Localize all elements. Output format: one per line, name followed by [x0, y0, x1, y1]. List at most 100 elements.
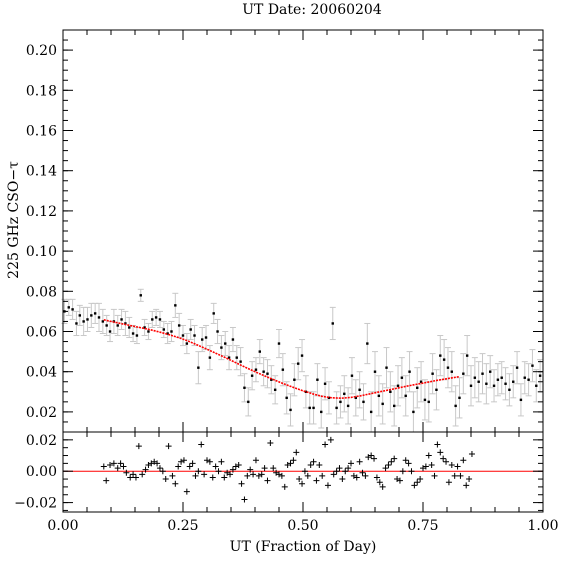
- data-point: [327, 396, 331, 400]
- data-point: [350, 374, 354, 377]
- data-point: [108, 330, 112, 333]
- data-point: [75, 322, 78, 325]
- residual-point: [322, 441, 329, 448]
- fit-curve: [103, 319, 460, 400]
- residual-point: [189, 460, 196, 467]
- residual-point: [379, 483, 386, 490]
- residual-point: [232, 463, 239, 470]
- data-point: [189, 328, 192, 331]
- residual-point: [310, 458, 317, 465]
- data-point: [412, 410, 415, 414]
- top-fit: [103, 319, 460, 400]
- data-point: [527, 378, 530, 381]
- residual-point: [287, 460, 294, 467]
- residual-point: [434, 441, 441, 448]
- bottom-axes: −0.02 0.00 0.02 0.00 0.25 0.50 0.75 1.00: [14, 422, 559, 534]
- data-point: [277, 342, 281, 345]
- residual-point: [169, 472, 176, 479]
- y-tick-label: 0.20: [26, 43, 57, 59]
- data-point: [124, 322, 127, 325]
- residual-point: [218, 458, 225, 465]
- residual-point: [304, 472, 311, 479]
- residual-point: [394, 476, 401, 483]
- residual-point: [178, 458, 185, 465]
- data-point: [366, 342, 369, 345]
- residual-point: [457, 472, 464, 479]
- residual-point: [399, 468, 406, 475]
- data-point: [131, 332, 135, 335]
- residual-point: [195, 468, 202, 475]
- residual-point: [114, 465, 121, 472]
- residual-point: [204, 457, 210, 464]
- data-point: [339, 400, 342, 404]
- data-point: [346, 404, 350, 408]
- residual-point: [103, 477, 110, 484]
- bottom-panel: −0.02 0.00 0.02 0.00 0.25 0.50 0.75 1.00: [14, 422, 559, 534]
- residual-point: [408, 468, 415, 475]
- residual-point: [267, 439, 274, 446]
- data-point: [393, 404, 396, 408]
- y-tick-label: 0.10: [26, 244, 57, 260]
- residual-point: [431, 472, 438, 479]
- residual-point: [100, 463, 107, 470]
- data-point: [208, 356, 212, 359]
- data-point: [369, 410, 373, 414]
- top-errorbars: [61, 288, 544, 433]
- residual-point: [215, 468, 222, 475]
- data-point: [212, 312, 215, 315]
- data-point: [335, 406, 338, 410]
- data-point: [71, 308, 74, 311]
- residual-point: [440, 455, 447, 462]
- y-tick-label: 0.18: [26, 83, 57, 99]
- data-point: [408, 370, 411, 373]
- data-point: [158, 318, 162, 321]
- data-point: [243, 386, 246, 389]
- residual-point: [252, 457, 259, 464]
- residual-point: [451, 472, 458, 479]
- residual-point: [350, 472, 357, 479]
- data-point: [262, 370, 265, 373]
- residual-point: [175, 463, 182, 470]
- data-point: [285, 396, 288, 400]
- residual-point: [319, 472, 326, 479]
- data-point: [174, 304, 177, 307]
- data-point: [531, 364, 534, 367]
- residual-point: [296, 476, 303, 483]
- data-point: [343, 392, 346, 396]
- residual-point: [183, 488, 190, 495]
- residual-point: [135, 443, 142, 450]
- data-point: [312, 406, 315, 410]
- data-point: [120, 318, 123, 321]
- residual-point: [110, 460, 117, 467]
- residual-point: [448, 461, 455, 468]
- data-point: [247, 400, 250, 404]
- residual-point: [425, 452, 432, 459]
- residual-point: [299, 480, 306, 487]
- residual-point: [244, 472, 251, 479]
- residual-point: [151, 458, 158, 465]
- residual-point: [258, 471, 265, 478]
- residual-point: [162, 476, 169, 483]
- residual-point: [209, 474, 216, 481]
- residual-point: [454, 463, 461, 470]
- residual-point: [212, 463, 219, 470]
- residual-point: [172, 480, 179, 487]
- top-axes: 0.02 0.04 0.06 0.08 0.10 0.12 0.14 0.16 0.18 0.20: [26, 29, 544, 433]
- residual-point: [437, 449, 444, 456]
- residual-point: [278, 472, 285, 479]
- residual-point: [290, 457, 297, 464]
- data-point: [396, 384, 400, 387]
- data-point: [86, 318, 89, 321]
- residual-y-tick-label: 0.02: [26, 433, 57, 449]
- data-point: [258, 350, 261, 353]
- data-point: [177, 324, 181, 327]
- data-point: [389, 390, 392, 393]
- data-point: [266, 372, 269, 375]
- data-point: [500, 376, 503, 379]
- residual-point: [376, 479, 383, 486]
- data-point: [423, 398, 427, 402]
- residual-point: [117, 460, 124, 467]
- residual-point: [316, 461, 323, 468]
- data-point: [358, 388, 361, 391]
- residual-point: [362, 472, 369, 479]
